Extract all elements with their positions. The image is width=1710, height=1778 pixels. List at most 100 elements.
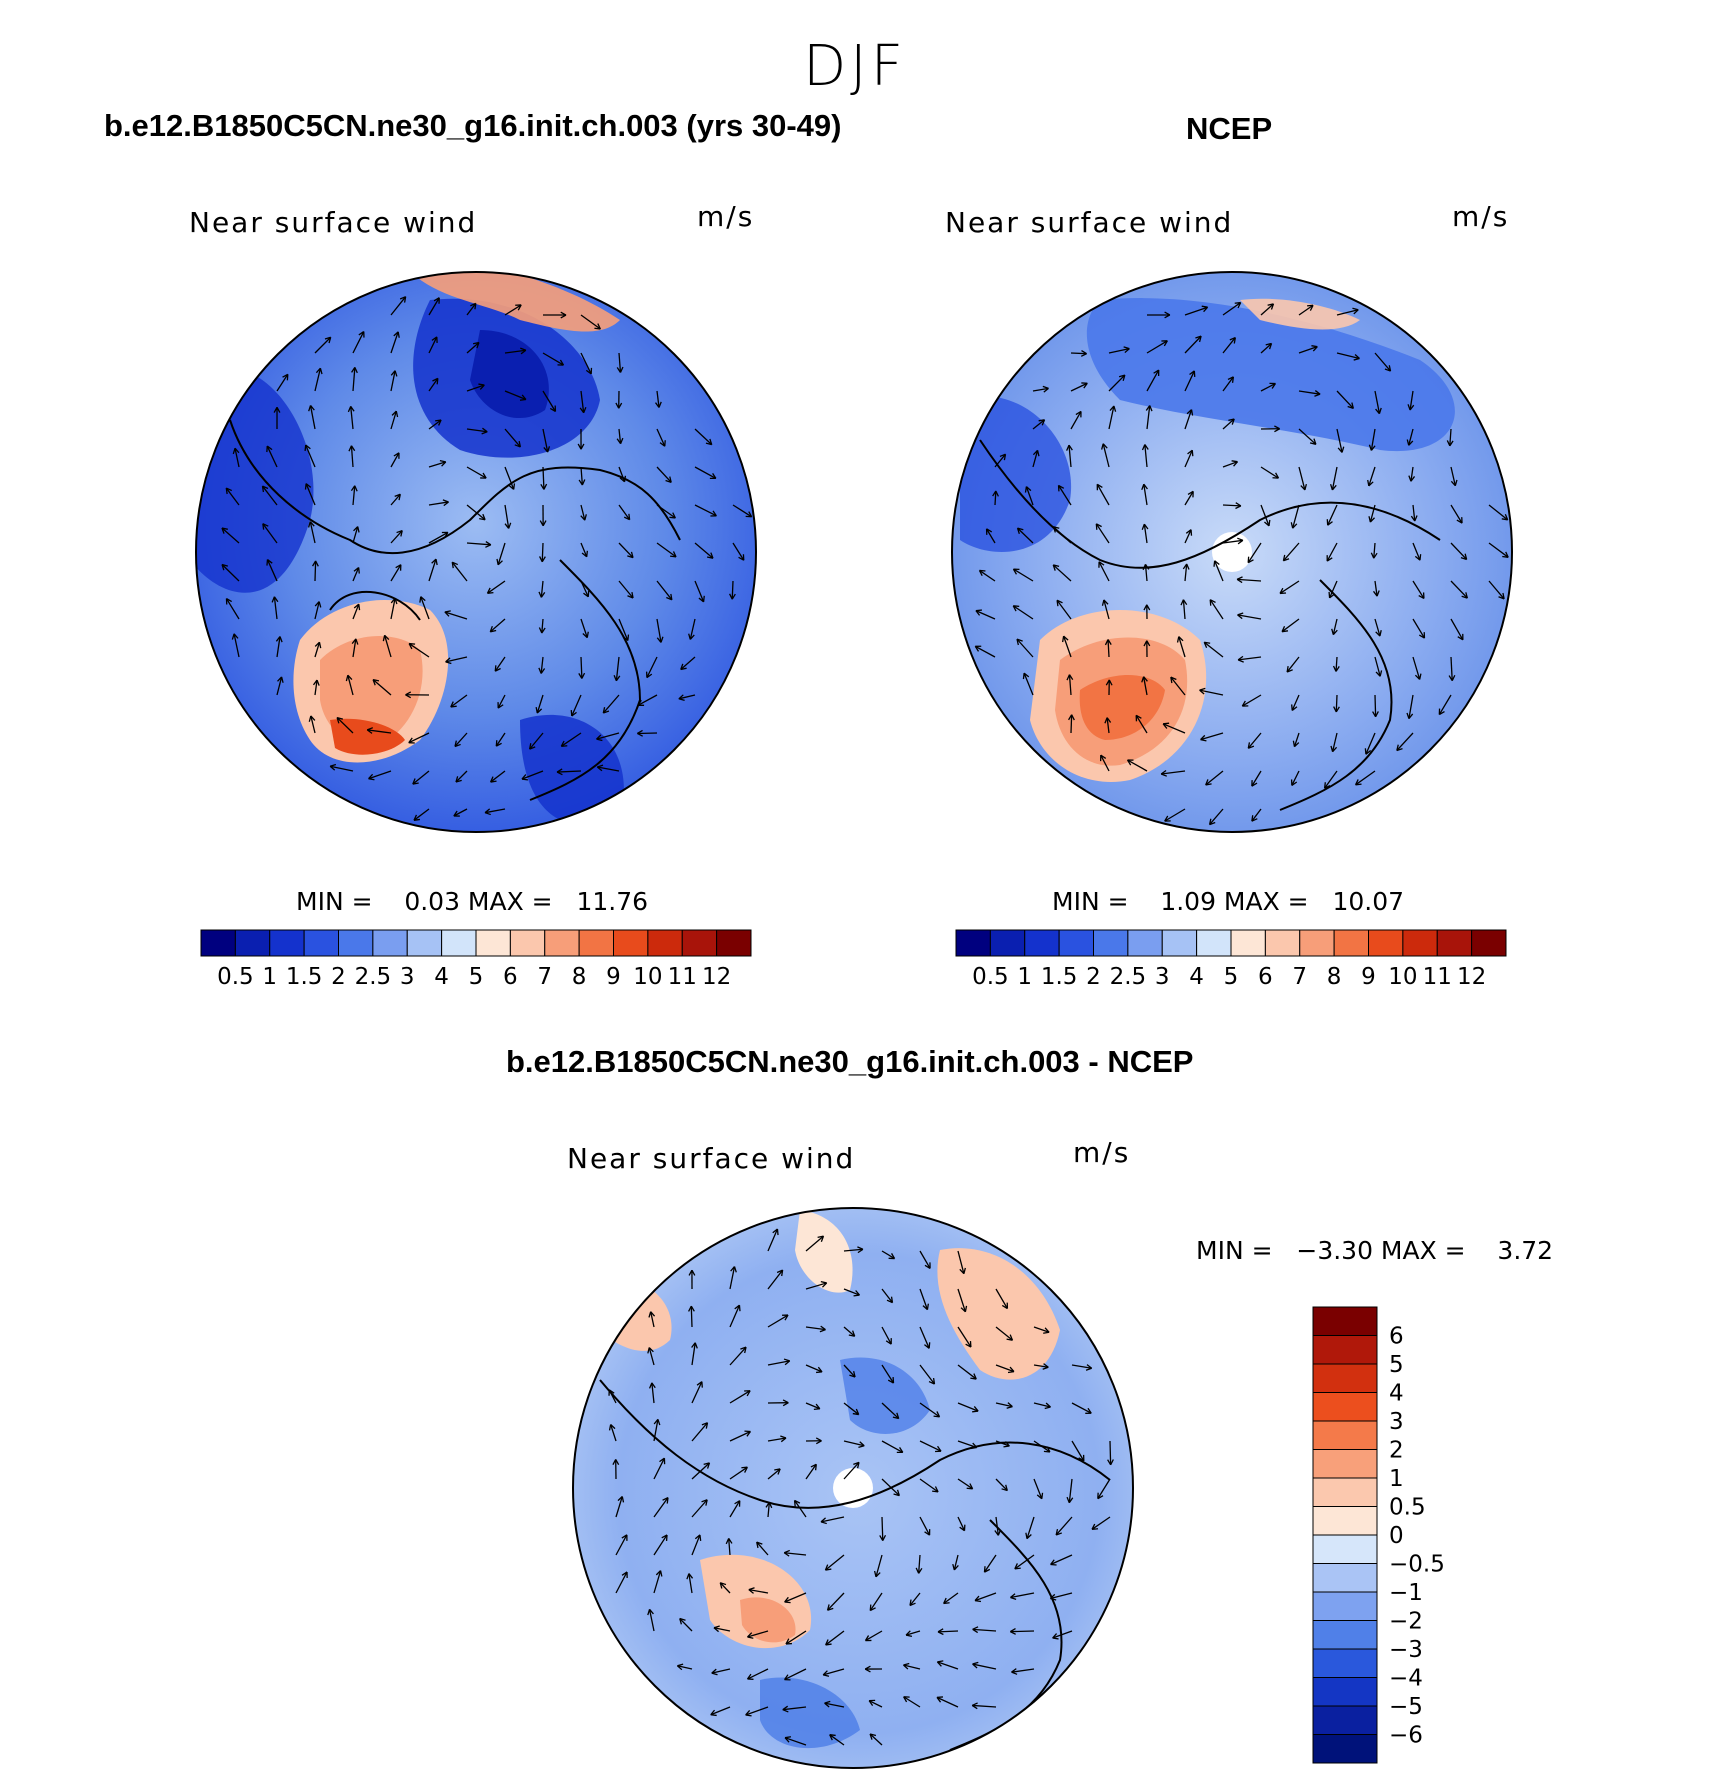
wind-vector	[919, 1250, 931, 1269]
colorbar-model-swatch	[509, 929, 546, 957]
wind-vector-head	[351, 367, 358, 374]
wind-vector	[615, 656, 620, 681]
wind-vector	[330, 765, 354, 772]
wind-vector	[719, 1582, 731, 1594]
wind-vector-head	[782, 1705, 789, 1713]
wind-vector	[691, 1381, 703, 1404]
wind-vector-head	[655, 1570, 663, 1577]
wind-vector	[610, 1424, 617, 1442]
wind-vector-head	[393, 331, 400, 338]
wind-vector-head	[1123, 346, 1130, 354]
wind-vector-head	[538, 591, 546, 598]
wind-vector	[521, 770, 544, 780]
wind-vector-head	[810, 1463, 817, 1471]
wind-vector	[767, 1269, 784, 1290]
wind-vector-head	[621, 1534, 628, 1541]
wind-vector	[1251, 808, 1262, 822]
map-obs-coastline-east	[1279, 579, 1393, 811]
wind-vector	[972, 1628, 997, 1632]
wind-vector	[1033, 1364, 1049, 1368]
wind-vector-head	[1498, 592, 1505, 600]
wind-vector	[653, 1497, 669, 1518]
wind-vector	[1368, 466, 1376, 487]
wind-vector-head	[372, 678, 380, 686]
wind-vector-head	[824, 1564, 832, 1571]
wind-vector	[994, 453, 1007, 468]
colorbar-diff-swatch	[1312, 1705, 1378, 1735]
colorbar-obs-tick-label: 6	[1258, 964, 1273, 990]
colorbar-diff: 65 43 21 0.50 −0.5−1 −2−3 −4−5 −6	[1312, 1306, 1445, 1764]
wind-vector	[580, 466, 584, 486]
wind-vector-head	[304, 444, 311, 452]
wind-vector-head	[784, 1736, 792, 1743]
wind-vector	[1162, 723, 1186, 734]
wind-vector-head	[975, 609, 982, 616]
wind-vector	[1488, 580, 1505, 600]
wind-vector	[1209, 599, 1224, 620]
wind-vector	[805, 1326, 826, 1331]
wind-vector-head	[1286, 666, 1293, 673]
colorbar-obs-swatch	[1058, 929, 1094, 957]
colorbar-model-tick-label: 12	[702, 964, 731, 990]
min-max-obs: MIN = 1.09 MAX = 10.07	[1052, 887, 1405, 916]
wind-vector-head	[1186, 409, 1194, 416]
wind-vector	[1331, 466, 1338, 491]
wind-vector-head	[1022, 672, 1030, 680]
min-max-diff: MIN = −3.30 MAX = 3.72	[1196, 1236, 1554, 1265]
wind-vector-head	[1091, 1523, 1099, 1530]
wind-vector	[767, 1437, 787, 1442]
wind-vector-head	[701, 1422, 709, 1429]
wind-vector-head	[519, 394, 527, 401]
colorbar-diff-tick-label: 6	[1389, 1324, 1404, 1350]
wind-vector-head	[347, 405, 355, 413]
wind-vector-head	[1160, 769, 1168, 777]
wind-vector	[615, 1534, 628, 1556]
wind-vector	[412, 770, 430, 785]
wind-vector-head	[485, 541, 492, 548]
wind-vector-head	[1234, 301, 1242, 309]
wind-vector-head	[1448, 674, 1456, 682]
wind-vector	[1373, 542, 1376, 559]
colorbar-diff-swatch	[1312, 1335, 1378, 1365]
wind-vector	[1053, 526, 1072, 544]
wind-vector	[1184, 370, 1195, 392]
wind-vector-head	[1314, 390, 1321, 397]
wind-vector-head	[820, 1281, 828, 1288]
wind-vector-head	[1105, 679, 1113, 686]
wind-vector-head	[312, 679, 320, 686]
map-model-high-wind-north	[400, 272, 620, 332]
wind-vector-head	[1052, 526, 1060, 533]
wind-vector	[1260, 504, 1270, 527]
wind-vector-head	[747, 1632, 754, 1639]
wind-vector	[1298, 428, 1317, 445]
wind-vector-head	[444, 610, 451, 617]
colorbar-obs-tick-label: 0.5	[972, 964, 1009, 990]
wind-vector	[494, 656, 506, 672]
wind-vector-head	[960, 1305, 968, 1313]
wind-vector	[983, 1554, 997, 1573]
colorbar-model-tick-label: 6	[503, 964, 518, 990]
wind-vector	[266, 559, 278, 582]
colorbar-diff-tick-label: 4	[1389, 1381, 1404, 1407]
wind-vector	[1260, 382, 1276, 392]
wind-vector-head	[741, 1466, 748, 1473]
wind-vector-head	[431, 558, 438, 566]
wind-vector-head	[1043, 1327, 1050, 1334]
wind-vector	[266, 445, 278, 468]
wind-vector-head	[231, 633, 239, 640]
wind-vector-head	[1406, 712, 1414, 720]
colorbar-diff-swatch	[1312, 1506, 1378, 1536]
wind-vector-head	[970, 1373, 977, 1380]
map-obs-low-wind-region	[1086, 298, 1455, 452]
wind-vector-head	[1012, 568, 1020, 575]
wind-vector-head	[535, 707, 543, 714]
wind-vector	[1070, 714, 1073, 734]
wind-vector-head	[666, 593, 673, 601]
wind-vector-head	[893, 1489, 900, 1497]
wind-vector-head	[903, 1662, 910, 1670]
wind-vector	[453, 808, 468, 817]
wind-vector-head	[1042, 385, 1049, 393]
wind-vector	[957, 1364, 977, 1380]
colorbar-obs-swatch	[1093, 929, 1129, 957]
wind-vector-head	[896, 1447, 904, 1454]
